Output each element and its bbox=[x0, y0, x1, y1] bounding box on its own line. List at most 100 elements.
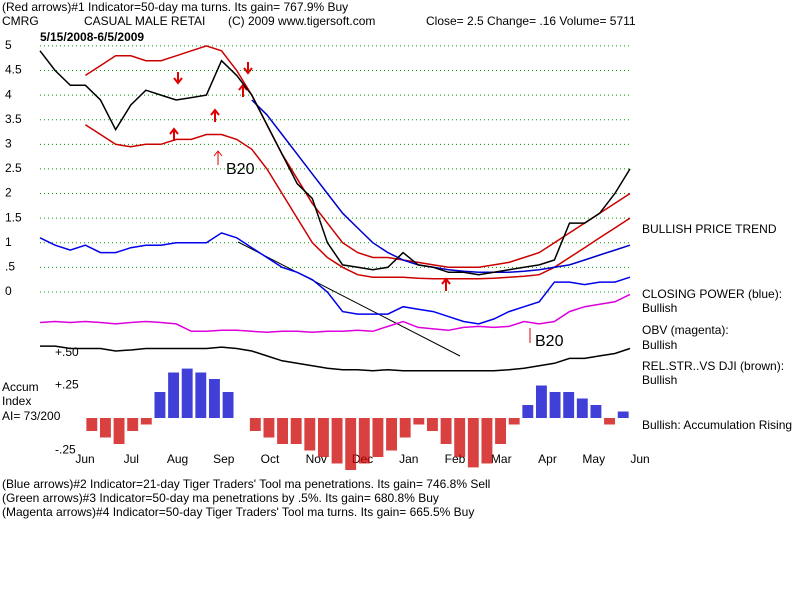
accum-bar bbox=[522, 405, 534, 418]
y-tick-label: 3 bbox=[5, 137, 12, 151]
y-tick-label: -.25 bbox=[55, 443, 76, 457]
accum-bar bbox=[549, 392, 561, 418]
y-tick-label: 1 bbox=[5, 235, 12, 249]
date-range: 5/15/2008-6/5/2009 bbox=[40, 30, 144, 44]
note: Bullish bbox=[642, 338, 677, 352]
note: BULLISH PRICE TREND bbox=[642, 222, 777, 236]
y-tick-label: 3.5 bbox=[5, 112, 22, 126]
accum-bar bbox=[317, 418, 329, 457]
accum-bar bbox=[440, 418, 452, 444]
accum-bar bbox=[345, 418, 357, 470]
footer-line: (Magenta arrows)#4 Indicator=50-day Tige… bbox=[2, 505, 474, 519]
accum-bar bbox=[304, 418, 316, 451]
accum-bar bbox=[99, 418, 111, 438]
accum-bar bbox=[290, 418, 302, 444]
series-line bbox=[39, 293, 631, 334]
accum-bar bbox=[386, 418, 398, 451]
accum-bar bbox=[154, 392, 166, 418]
accum-bar bbox=[277, 418, 289, 444]
accum-bar bbox=[331, 418, 343, 464]
arrows bbox=[169, 62, 451, 291]
accum-bar bbox=[86, 418, 98, 431]
x-tick-label: Jun bbox=[75, 452, 94, 466]
accum-bar bbox=[222, 392, 234, 418]
y-tick-label: 4.5 bbox=[5, 63, 22, 77]
company: CASUAL MALE RETAI bbox=[84, 14, 205, 28]
arrow-up bbox=[169, 127, 179, 141]
series-line bbox=[84, 45, 631, 269]
accum-bar bbox=[168, 372, 180, 418]
accum-bar bbox=[508, 418, 520, 425]
y-tick-label: +.25 bbox=[55, 378, 79, 392]
annotation: B20 bbox=[535, 333, 564, 350]
note: Bullish bbox=[642, 373, 677, 387]
x-tick-label: Oct bbox=[261, 452, 280, 466]
panel-label: AI= 73/200 bbox=[2, 409, 61, 423]
series-line bbox=[251, 99, 631, 274]
note: OBV (magenta): bbox=[642, 323, 729, 337]
arrow-down bbox=[173, 72, 183, 85]
accum-bar bbox=[372, 418, 384, 457]
note: Bullish: Accumulation Rising bbox=[642, 418, 792, 432]
accum-bar bbox=[208, 379, 220, 418]
copyright: (C) 2009 www.tigersoft.com bbox=[228, 14, 375, 28]
y-tick-label: 5 bbox=[5, 38, 12, 52]
accum-bar bbox=[590, 405, 602, 418]
accum-bar bbox=[563, 392, 575, 418]
accum-bar bbox=[399, 418, 411, 438]
accum-bar bbox=[249, 418, 261, 431]
panel-label: Accum bbox=[2, 380, 39, 394]
y-tick-label: .5 bbox=[5, 260, 15, 274]
accum-bar bbox=[454, 418, 466, 457]
accum-bar bbox=[495, 418, 507, 444]
series-line bbox=[40, 345, 631, 372]
series-line bbox=[39, 50, 631, 276]
annotation: B20 bbox=[226, 161, 255, 178]
series-line bbox=[39, 232, 631, 325]
x-tick-label: Jul bbox=[124, 452, 139, 466]
note: Bullish bbox=[642, 301, 677, 315]
x-tick-label: Sep bbox=[213, 452, 235, 466]
footer-line: (Green arrows)#3 Indicator=50-day ma pen… bbox=[2, 491, 439, 505]
x-tick-label: Apr bbox=[538, 452, 557, 466]
accum-bar bbox=[481, 418, 493, 464]
panel-label: Index bbox=[2, 394, 31, 408]
accum-bar bbox=[358, 418, 370, 464]
x-tick-label: May bbox=[582, 452, 605, 466]
accum-bar bbox=[576, 398, 588, 418]
note: CLOSING POWER (blue): bbox=[642, 287, 782, 301]
x-tick-label: Jun bbox=[630, 452, 649, 466]
y-tick-label: 4 bbox=[5, 87, 12, 101]
y-tick-label: 0 bbox=[5, 284, 12, 298]
accum-bar bbox=[263, 418, 275, 438]
x-tick-label: Jan bbox=[399, 452, 418, 466]
accum-bar bbox=[140, 418, 152, 425]
accum-bar bbox=[617, 411, 629, 418]
accum-bar bbox=[113, 418, 125, 444]
accum-bar bbox=[467, 418, 479, 468]
quote: Close= 2.5 Change= .16 Volume= 5711 bbox=[426, 14, 636, 28]
series-line bbox=[84, 124, 631, 280]
accum-bar bbox=[413, 418, 425, 425]
accum-bar bbox=[181, 368, 193, 418]
accum-bar bbox=[426, 418, 438, 431]
accum-bar bbox=[535, 385, 547, 418]
x-tick-label: Mar bbox=[491, 452, 512, 466]
accum-bar bbox=[195, 372, 207, 418]
y-tick-label: +.50 bbox=[55, 345, 79, 359]
x-tick-label: Aug bbox=[167, 452, 188, 466]
arrow-up bbox=[213, 150, 223, 165]
y-tick-label: 1.5 bbox=[5, 210, 22, 224]
y-tick-label: 2.5 bbox=[5, 161, 22, 175]
trend-line bbox=[237, 241, 461, 357]
arrow-up bbox=[210, 108, 220, 122]
footer-line: (Blue arrows)#2 Indicator=21-day Tiger T… bbox=[2, 477, 490, 491]
y-tick-label: 2 bbox=[5, 186, 12, 200]
accum-bar bbox=[127, 418, 139, 431]
header-line: (Red arrows)#1 Indicator=50-day ma turns… bbox=[2, 0, 348, 14]
accum-bar bbox=[604, 418, 616, 425]
note: REL.STR..VS DJI (brown): bbox=[642, 359, 784, 373]
arrow-up bbox=[238, 83, 248, 97]
ticker: CMRG bbox=[2, 14, 39, 28]
